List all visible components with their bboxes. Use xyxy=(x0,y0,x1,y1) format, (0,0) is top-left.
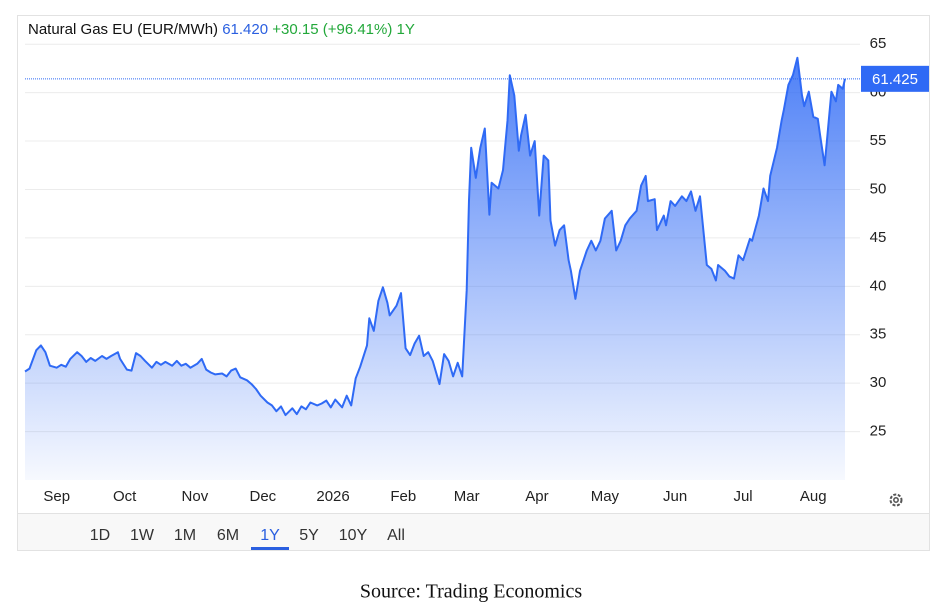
range-button[interactable]: 6M xyxy=(217,527,239,544)
range-button[interactable]: All xyxy=(387,527,405,544)
settings-icon[interactable] xyxy=(889,493,903,507)
x-tick-label: Mar xyxy=(454,488,480,505)
range-button[interactable]: 1D xyxy=(90,527,110,544)
y-tick-label: 40 xyxy=(870,277,887,294)
y-tick-label: 30 xyxy=(870,374,887,391)
range-button[interactable]: 10Y xyxy=(339,527,368,544)
x-tick-label: Dec xyxy=(250,488,277,505)
range-button[interactable]: 1W xyxy=(130,527,155,544)
area xyxy=(25,57,845,481)
x-tick-label: May xyxy=(591,488,620,505)
chart-title: Natural Gas EU (EUR/MWh) xyxy=(28,21,218,38)
range-button[interactable]: 1Y xyxy=(260,527,280,544)
x-tick-label: Aug xyxy=(800,488,827,505)
y-tick-label: 45 xyxy=(870,229,887,246)
chart-frame xyxy=(17,15,930,551)
change: +30.15 (+96.41%) xyxy=(272,21,392,38)
range-underline xyxy=(251,547,289,550)
x-tick-label: Jul xyxy=(733,488,752,505)
range-button[interactable]: 1M xyxy=(174,527,196,544)
x-tick-label: Jun xyxy=(663,488,687,505)
source: Source: Trading Economics xyxy=(360,581,582,603)
price: 61.420 xyxy=(222,21,268,38)
x-tick-label: Oct xyxy=(113,488,137,505)
x-tick-label: Nov xyxy=(182,488,209,505)
x-tick-label: 2026 xyxy=(316,488,349,505)
line xyxy=(24,56,846,417)
y-tick-label: 55 xyxy=(870,132,887,149)
chart-header: Natural Gas EU (EUR/MWh) 61.420 +30.15 (… xyxy=(28,21,415,38)
last-value-label: 61.425 xyxy=(872,71,918,88)
y-tick-label: 35 xyxy=(870,326,887,343)
x-tick-label: Apr xyxy=(525,488,548,505)
period: 1Y xyxy=(397,21,415,38)
x-tick-label: Feb xyxy=(390,488,416,505)
last-value-box xyxy=(861,65,929,92)
y-tick-label: 50 xyxy=(870,180,887,197)
y-tick-label: 65 xyxy=(870,35,887,52)
range-bar xyxy=(18,514,929,550)
y-tick-label: 25 xyxy=(870,423,887,440)
x-tick-label: Sep xyxy=(43,488,70,505)
range-button[interactable]: 5Y xyxy=(299,527,319,544)
